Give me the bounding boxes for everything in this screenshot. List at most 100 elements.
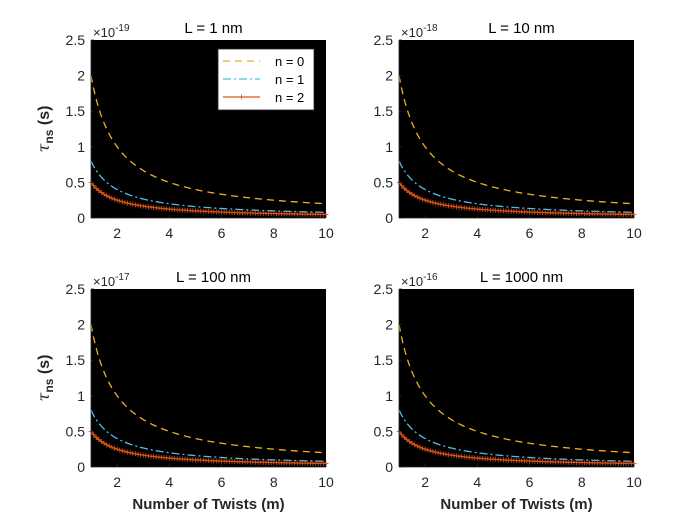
series-marker-n2 (119, 448, 125, 454)
series-marker-n2 (425, 198, 431, 204)
x-tick-label: 4 (473, 225, 481, 241)
legend-label: n = 0 (275, 54, 304, 69)
subplot-l-10nm: 0 0.5 1 1.5 2 2.5 2 4 6 8 10 ×10-18 L = 10 nm (374, 20, 642, 241)
series-marker-n2 (414, 194, 420, 200)
y-exponent-label: ×10-17 (93, 272, 130, 289)
legend-marker (239, 94, 244, 100)
subplot-l-1000nm: 0 0.5 1 1.5 2 2.5 2 4 6 8 10 ×10-16 L = 1000 nm Numbe… (374, 269, 642, 513)
y-tick-label: 2.5 (374, 32, 394, 48)
series-marker-n2 (135, 202, 141, 208)
y-tick-label: 1.5 (374, 352, 394, 368)
y-tick-label: 2.5 (66, 32, 86, 48)
legend-label: n = 2 (275, 90, 304, 105)
y-tick-label: 2.5 (66, 281, 86, 297)
x-tick-label: 2 (113, 474, 121, 490)
y-tick-label: 0.5 (374, 423, 394, 439)
series-marker-n2 (122, 200, 128, 206)
series-marker-n2 (93, 185, 99, 191)
series-marker-n2 (132, 202, 138, 208)
series-marker-n2 (101, 191, 107, 197)
series-line-n0 (90, 324, 327, 454)
series-marker-n2 (435, 201, 441, 207)
y-tick-label: 0.5 (66, 174, 86, 190)
series-marker-n2 (420, 445, 425, 451)
series-marker-n2 (446, 203, 452, 209)
series-marker-n2 (409, 440, 415, 446)
legend-label: n = 1 (275, 72, 304, 87)
series-marker-n2 (96, 437, 102, 443)
series-marker-n2 (417, 444, 423, 450)
series-marker-n2 (412, 442, 418, 448)
series-line-n0 (398, 75, 635, 205)
series-marker-n2 (417, 195, 423, 201)
series-marker-n2 (130, 450, 136, 456)
y-tick-label: 1 (77, 139, 85, 155)
series-marker-n2 (135, 451, 141, 457)
series-marker-n2 (404, 437, 410, 443)
series-marker-n2 (409, 191, 415, 197)
x-tick-label: 4 (165, 474, 173, 490)
series-marker-n2 (404, 188, 410, 194)
y-tick-label: 0 (77, 459, 85, 475)
x-tick-label: 4 (473, 474, 481, 490)
series-marker-n2 (427, 199, 433, 205)
series-marker-n2 (112, 445, 117, 451)
series-marker-n2 (127, 450, 133, 456)
y-tick-label: 0.5 (374, 174, 394, 190)
series-marker-n2 (138, 203, 144, 209)
series-marker-n2 (435, 450, 441, 456)
x-tick-label: 8 (270, 225, 278, 241)
x-tick-label: 6 (526, 225, 534, 241)
series-marker-n2 (440, 202, 446, 208)
series-marker-n2 (98, 190, 104, 196)
series-marker-n2 (430, 449, 436, 455)
series-line-n0 (90, 75, 327, 205)
x-tick-label: 2 (421, 474, 429, 490)
x-tick-label: 6 (526, 474, 534, 490)
x-tick-label: 6 (218, 225, 226, 241)
y-tick-label: 0.5 (66, 423, 86, 439)
x-tick-label: 6 (218, 474, 226, 490)
y-tick-label: 2.5 (374, 281, 394, 297)
series-marker-n2 (414, 443, 420, 449)
series-marker-n2 (406, 439, 412, 445)
y-tick-label: 2 (385, 68, 393, 84)
x-tick-label: 8 (578, 474, 586, 490)
subplot-title: L = 100 nm (176, 269, 251, 286)
series-marker-n2 (125, 200, 131, 206)
series-marker-n2 (109, 444, 115, 450)
x-tick-label: 10 (626, 474, 642, 490)
x-tick-label: 10 (318, 474, 334, 490)
y-tick-label: 1 (385, 388, 393, 404)
series-line-n0 (398, 324, 635, 454)
series-marker-n2 (106, 443, 112, 449)
series-marker-n2 (127, 201, 133, 207)
plot-area (399, 40, 634, 218)
series-marker-n2 (112, 196, 117, 202)
series-marker-n2 (138, 452, 144, 458)
y-tick-label: 2 (385, 317, 393, 333)
series-marker-n2 (401, 185, 407, 191)
series-marker-n2 (401, 434, 407, 440)
series-marker-n2 (98, 439, 104, 445)
series-marker-n2 (104, 193, 110, 199)
series-marker-n2 (433, 200, 439, 206)
y-axis-label: τns (s) (34, 106, 56, 153)
plot-area (399, 289, 634, 467)
x-tick-label: 8 (270, 474, 278, 490)
series-marker-n2 (117, 198, 123, 204)
series-marker-n2 (406, 190, 412, 196)
x-tick-label: 8 (578, 225, 586, 241)
legend: n = 0 n = 1 n = 2 (217, 48, 315, 111)
series-marker-n2 (101, 440, 107, 446)
series-marker-n2 (117, 447, 123, 453)
series-marker-n2 (122, 449, 128, 455)
series-line-n1 (90, 160, 327, 213)
y-tick-label: 2 (77, 68, 85, 84)
series-marker-n2 (440, 451, 446, 457)
series-line-n1 (398, 160, 635, 213)
subplot-title: L = 1 nm (184, 20, 242, 37)
series-marker-n2 (427, 448, 433, 454)
y-tick-label: 1.5 (66, 352, 86, 368)
